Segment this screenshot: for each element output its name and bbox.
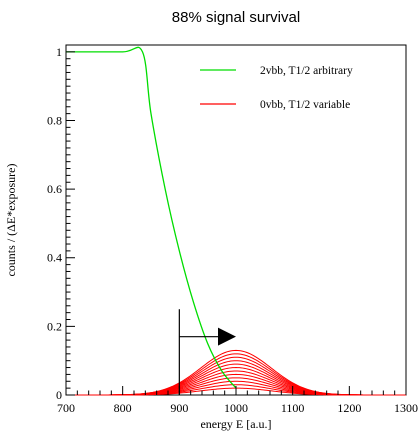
chart-title: 88% signal survival bbox=[172, 9, 300, 26]
x-tick-label: 1100 bbox=[281, 401, 305, 415]
x-axis-label: energy E [a.u.] bbox=[200, 417, 271, 431]
cut-annotation bbox=[178, 309, 236, 395]
plot-area: 700 800 900 1000 1100 1200 1300 0 0.2 0.4 0.6 0.8 1 bbox=[47, 44, 418, 415]
y-tick-label: 0 bbox=[56, 388, 62, 402]
legend-label-background: 2vbb, T1/2 arbitrary bbox=[260, 65, 353, 77]
y-tick-label: 0.2 bbox=[47, 319, 62, 333]
x-tick-label: 800 bbox=[114, 401, 132, 415]
y-tick-label: 0.8 bbox=[47, 113, 62, 127]
legend: 2vbb, T1/2 arbitrary 0vbb, T1/2 variable bbox=[200, 65, 353, 111]
x-axis-ticks: 700 800 900 1000 1100 1200 1300 bbox=[57, 386, 418, 415]
x-tick-label: 900 bbox=[170, 401, 188, 415]
y-tick-label: 0.6 bbox=[47, 182, 62, 196]
legend-label-signal: 0vbb, T1/2 variable bbox=[260, 99, 350, 111]
background-curve bbox=[66, 46, 237, 389]
x-tick-label: 1300 bbox=[394, 401, 418, 415]
x-tick-label: 1200 bbox=[337, 401, 361, 415]
y-tick-label: 0.4 bbox=[47, 251, 62, 265]
plot-frame bbox=[65, 44, 407, 396]
x-tick-label: 1000 bbox=[224, 401, 248, 415]
x-tick-label: 700 bbox=[57, 401, 75, 415]
y-axis-ticks: 0 0.2 0.4 0.6 0.8 1 bbox=[47, 44, 75, 402]
y-axis-label: counts / (ΔE*exposure) bbox=[4, 163, 18, 276]
y-tick-label: 1 bbox=[56, 45, 62, 59]
arrow-head bbox=[218, 327, 236, 346]
